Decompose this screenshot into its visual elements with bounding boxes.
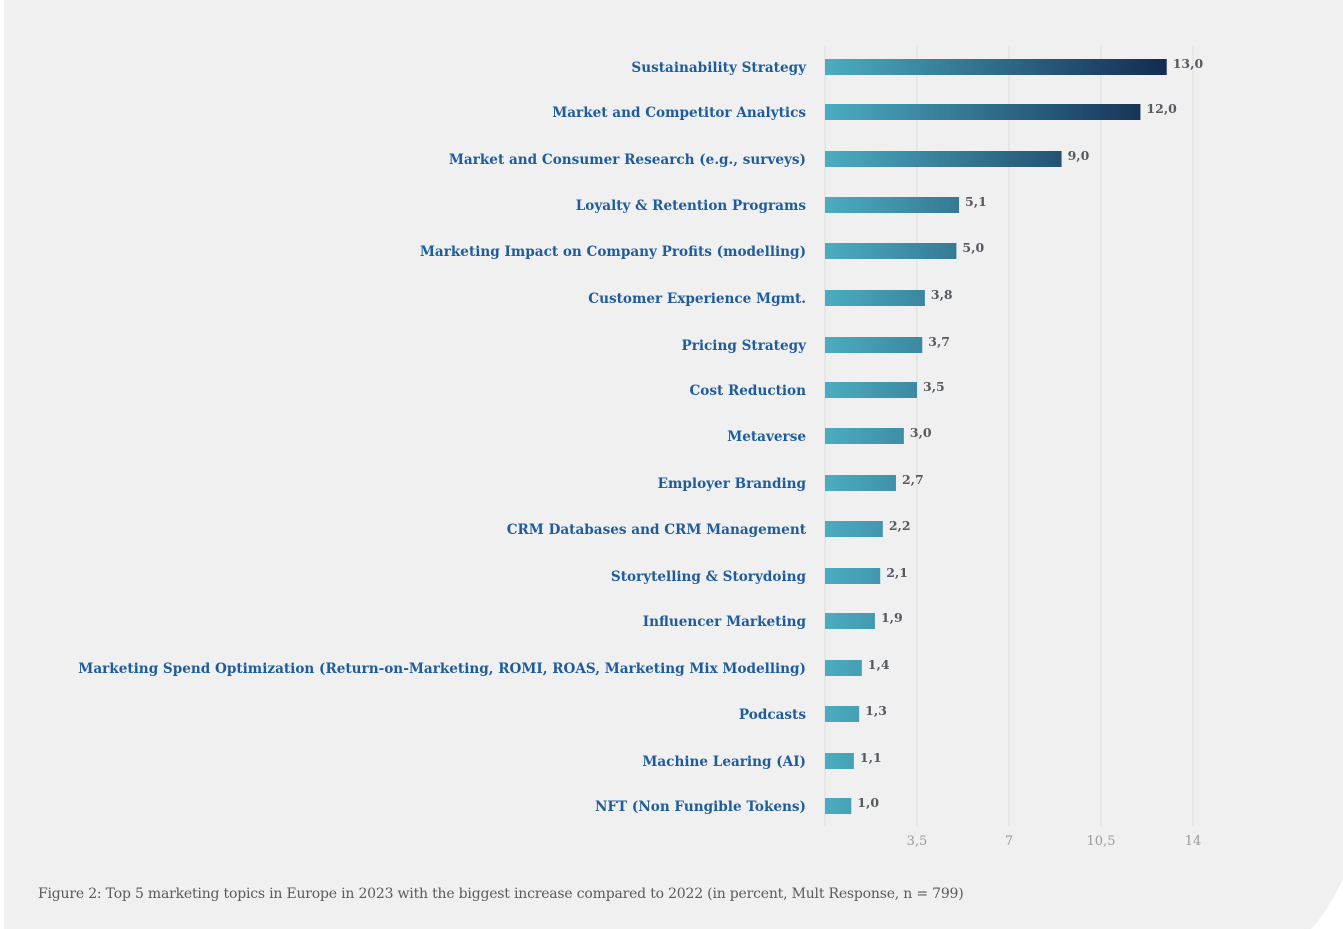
bar xyxy=(825,613,875,629)
category-label: NFT (Non Fungible Tokens) xyxy=(595,799,806,815)
figure-panel xyxy=(4,0,1343,929)
category-label: Customer Experience Mgmt. xyxy=(588,291,806,307)
category-label: Sustainability Strategy xyxy=(631,60,807,76)
category-label: Pricing Strategy xyxy=(681,338,807,354)
value-label: 2,1 xyxy=(886,565,908,580)
bar xyxy=(825,706,860,722)
bar xyxy=(825,151,1062,167)
bar xyxy=(825,337,923,353)
x-tick-label: 3,5 xyxy=(907,834,928,849)
bar xyxy=(825,243,957,259)
value-label: 1,3 xyxy=(865,703,887,718)
bar xyxy=(825,104,1141,120)
value-label: 2,7 xyxy=(902,472,924,487)
x-tick-label: 10,5 xyxy=(1087,834,1116,849)
bar xyxy=(825,475,896,491)
category-label: Market and Competitor Analytics xyxy=(552,105,806,121)
category-label: Marketing Impact on Company Profits (mod… xyxy=(420,244,806,260)
value-label: 1,1 xyxy=(860,750,882,765)
bar xyxy=(825,382,917,398)
value-label: 5,1 xyxy=(965,194,987,209)
figure-caption: Figure 2: Top 5 marketing topics in Euro… xyxy=(38,886,964,902)
x-axis-ticks: 3,5 7 10,5 14 xyxy=(907,834,1202,849)
value-label: 1,9 xyxy=(881,610,903,625)
value-label: 5,0 xyxy=(962,240,984,255)
value-label: 1,0 xyxy=(857,795,879,810)
category-label: Influencer Marketing xyxy=(643,614,807,630)
value-label: 2,2 xyxy=(889,518,911,533)
value-label: 9,0 xyxy=(1068,148,1090,163)
bar xyxy=(825,59,1167,75)
value-label: 3,0 xyxy=(910,425,932,440)
bars xyxy=(825,59,1167,814)
category-label: Market and Consumer Research (e.g., surv… xyxy=(449,152,806,168)
bar xyxy=(825,428,904,444)
category-label: Marketing Spend Optimization (Return-on-… xyxy=(78,661,806,677)
category-label: CRM Databases and CRM Management xyxy=(507,522,807,538)
category-label: Podcasts xyxy=(739,707,806,723)
value-label: 1,4 xyxy=(868,657,890,672)
value-label: 3,8 xyxy=(931,287,953,302)
x-tick-label: 14 xyxy=(1185,834,1202,849)
bar xyxy=(825,660,862,676)
category-label: Employer Branding xyxy=(658,476,807,492)
value-labels: 13,0 12,0 9,0 5,1 5,0 3,8 3,7 3,5 3,0 2,7 2,2 2,1 1,… xyxy=(857,56,1203,810)
category-labels: Sustainability Strategy Market and Compet… xyxy=(78,60,807,815)
bar-chart: Sustainability Strategy Market and Compet… xyxy=(78,45,1203,849)
value-label: 3,7 xyxy=(928,334,950,349)
bar xyxy=(825,290,925,306)
bar xyxy=(825,568,881,584)
category-label: Cost Reduction xyxy=(689,383,806,399)
category-label: Loyalty & Retention Programs xyxy=(576,198,807,214)
category-label: Machine Learing (AI) xyxy=(642,754,806,770)
category-label: Storytelling & Storydoing xyxy=(611,569,807,585)
bar xyxy=(825,197,960,213)
value-label: 3,5 xyxy=(923,379,945,394)
category-label: Metaverse xyxy=(727,429,806,445)
bar xyxy=(825,798,852,814)
page-curl-decoration xyxy=(1311,879,1343,929)
bar xyxy=(825,521,883,537)
value-label: 13,0 xyxy=(1173,56,1204,71)
x-tick-label: 7 xyxy=(1005,834,1013,849)
value-label: 12,0 xyxy=(1146,101,1177,116)
bar xyxy=(825,753,854,769)
